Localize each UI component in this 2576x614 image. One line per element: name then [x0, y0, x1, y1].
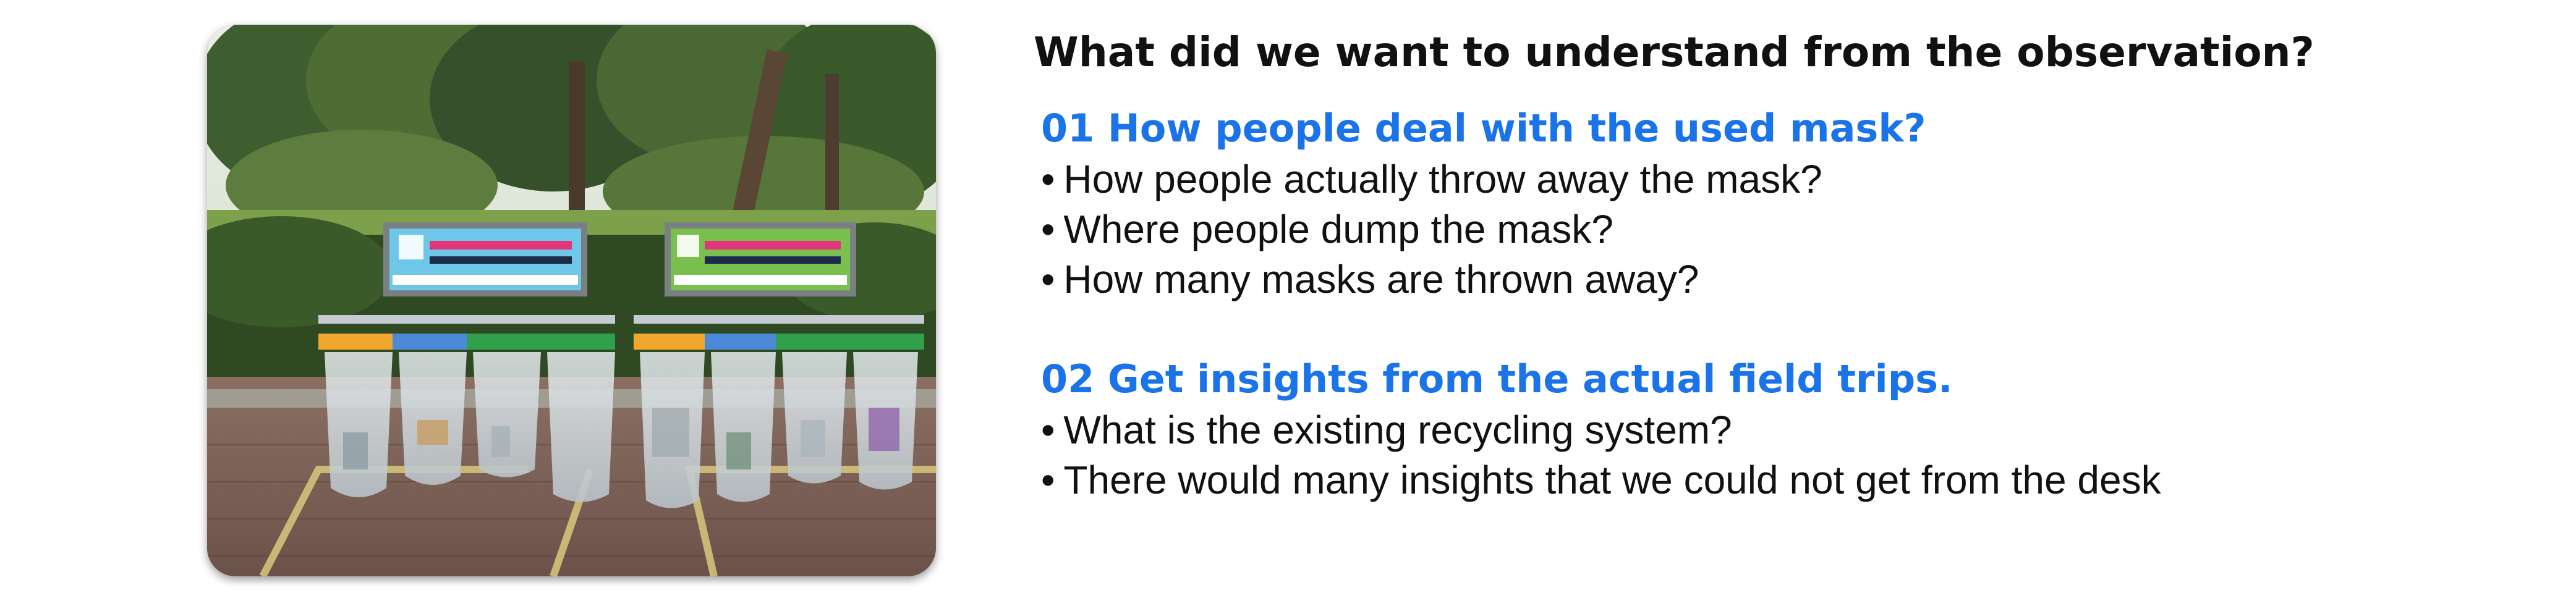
bullet-text: What is the existing recycling system? — [1063, 408, 1732, 452]
section-mask-handling: 01 How people deal with the used mask? •… — [1041, 103, 1926, 305]
bullet-text: There would many insights that we could … — [1063, 458, 2161, 502]
bullet-glyph: • — [1041, 157, 1055, 201]
bullet-list: • What is the existing recycling system? … — [1041, 405, 2161, 505]
list-item: • Where people dump the mask? — [1041, 204, 1926, 254]
recycling-station-photo — [207, 25, 936, 576]
bullet-text: Where people dump the mask? — [1063, 207, 1613, 251]
photo-illustration — [207, 25, 936, 576]
section-field-trips: 02 Get insights from the actual field tr… — [1041, 353, 2161, 505]
bullet-text: How many masks are thrown away? — [1063, 257, 1699, 301]
bullet-glyph: • — [1041, 207, 1055, 251]
bullet-glyph: • — [1041, 458, 1055, 502]
section-title: 01 How people deal with the used mask? — [1041, 106, 1926, 151]
bullet-glyph: • — [1041, 257, 1055, 301]
list-item: • There would many insights that we could… — [1041, 455, 2161, 505]
bullet-list: • How people actually throw away the mask… — [1041, 154, 1926, 305]
text-content: What did we want to understand from the … — [1034, 25, 2517, 502]
section-title: 02 Get insights from the actual field tr… — [1041, 356, 1953, 402]
slide-heading: What did we want to understand from the … — [1034, 28, 2315, 76]
list-item: • What is the existing recycling system? — [1041, 405, 2161, 455]
bullet-glyph: • — [1041, 408, 1055, 452]
list-item: • How people actually throw away the mask… — [1041, 154, 1926, 204]
list-item: • How many masks are thrown away? — [1041, 254, 1926, 305]
bullet-text: How people actually throw away the mask? — [1063, 157, 1822, 201]
